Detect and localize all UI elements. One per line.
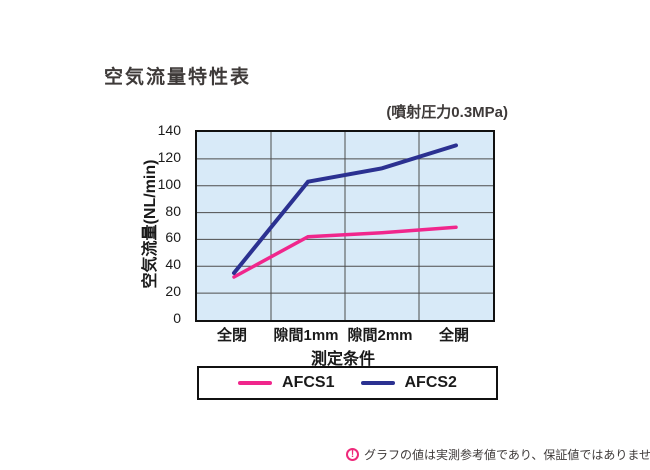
x-tick-label: 全閉 — [216, 327, 248, 344]
y-tick-label: 100 — [157, 175, 181, 192]
plot-area — [195, 130, 495, 322]
legend-label: AFCS2 — [404, 374, 457, 391]
chart-lines-svg — [197, 132, 493, 320]
y-tick-label: 120 — [157, 148, 181, 165]
series-line-afcs1 — [232, 225, 458, 279]
x-axis-tick-labels: 全閉 隙間1mm 隙間2mm 全開 — [195, 324, 491, 344]
y-tick-label: 20 — [165, 283, 181, 300]
y-axis-tick-labels: 0 20 40 60 80 100 120 140 — [150, 122, 188, 326]
y-tick-label: 60 — [165, 229, 181, 246]
y-tick-label: 40 — [165, 256, 181, 273]
legend-line-swatch — [360, 381, 395, 385]
chart-legend: AFCS1 AFCS2 — [197, 366, 498, 400]
x-axis-title: 測定条件 — [310, 351, 375, 368]
chart-title: 空気流量特性表 — [104, 67, 252, 88]
y-tick-label: 140 — [157, 122, 181, 138]
legend-entry-afcs2: AFCS2 — [360, 374, 457, 392]
alert-circle-icon: ! — [346, 448, 359, 461]
x-tick-label: 全開 — [438, 327, 470, 344]
chart-subtitle: (噴射圧力0.3MPa) — [386, 104, 508, 121]
x-tick-label: 隙間1mm — [273, 327, 339, 344]
y-tick-label: 80 — [165, 202, 181, 219]
legend-entry-afcs1: AFCS1 — [238, 374, 335, 392]
y-tick-label: 0 — [173, 310, 181, 326]
series-line-afcs2 — [232, 143, 458, 275]
disclaimer-note: ! グラフの値は実測参考値であり、保証値ではありません。 — [346, 446, 650, 463]
legend-label: AFCS1 — [282, 374, 335, 391]
disclaimer-text: グラフの値は実測参考値であり、保証値ではありません。 — [364, 448, 650, 462]
legend-line-swatch — [238, 381, 273, 385]
x-tick-label: 隙間2mm — [347, 327, 413, 344]
